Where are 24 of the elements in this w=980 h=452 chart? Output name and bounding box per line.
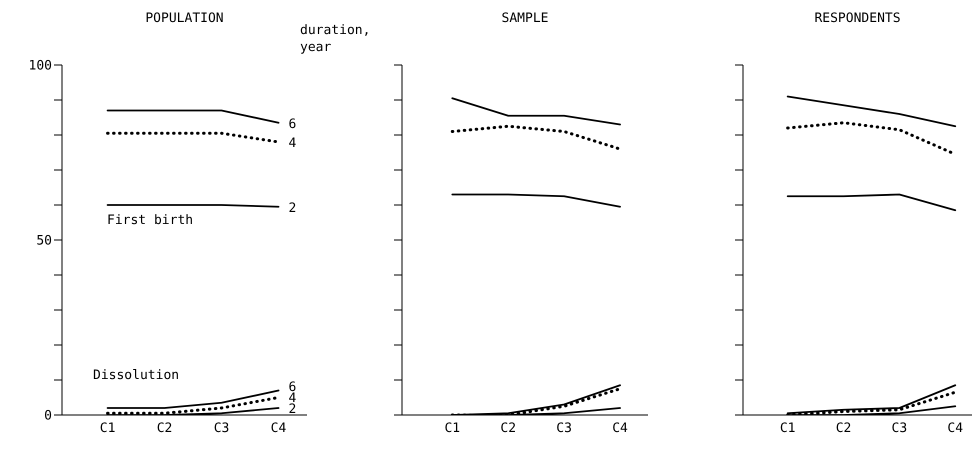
annotation: Dissolution — [93, 368, 180, 383]
chart-title: POPULATION — [145, 11, 224, 26]
x-tick-label: C3 — [214, 421, 230, 436]
legend-title: duration, year — [300, 22, 372, 56]
x-tick-label: C3 — [892, 421, 908, 436]
series-label: 6 — [288, 116, 296, 132]
chart-title: SAMPLE — [502, 11, 548, 26]
annotation: First birth — [107, 213, 194, 228]
x-tick-label: C1 — [444, 421, 460, 436]
x-tick-label: C1 — [100, 421, 116, 436]
x-tick-label: C4 — [270, 421, 287, 436]
x-tick-label: C2 — [500, 421, 516, 436]
x-tick-label: C3 — [556, 421, 572, 436]
chart-title: RESPONDENTS — [814, 11, 901, 26]
y-tick-label: 100 — [28, 58, 52, 74]
x-tick-label: C1 — [780, 421, 796, 436]
x-tick-label: C2 — [836, 421, 852, 436]
series-label: 2 — [288, 200, 296, 216]
y-tick-label: 0 — [44, 408, 52, 424]
x-tick-label: C4 — [612, 421, 628, 436]
series-label: 4 — [288, 136, 297, 151]
x-tick-label: C2 — [156, 421, 172, 436]
y-tick-label: 50 — [36, 234, 52, 249]
x-tick-label: C4 — [947, 421, 964, 436]
